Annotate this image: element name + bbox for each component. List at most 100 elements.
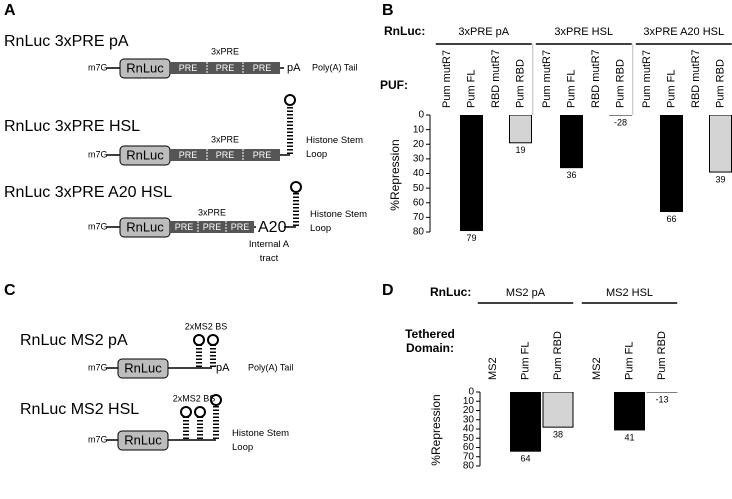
cap: m7G xyxy=(88,149,108,159)
group-header: 3xPRE pA xyxy=(458,26,509,38)
gene: RnLuc xyxy=(126,219,164,234)
y-tick-label: 40 xyxy=(463,424,475,435)
category-label: Pum mutR7 xyxy=(541,50,553,108)
category-axis-label-box: Tethered Domain: xyxy=(405,327,455,355)
construct-title: RnLuc 3xPRE pA xyxy=(4,33,129,50)
end-label: Poly(A) Tail xyxy=(312,62,357,72)
cap: m7G xyxy=(88,221,108,231)
y-tick-label: 40 xyxy=(413,168,425,179)
category-axis-label: Tethered Domain: xyxy=(405,327,455,355)
element-label: 3xPRE xyxy=(211,46,239,56)
construct: RnLuc MS2 HSL m7G RnLuc 2xMS2 BS Histone… xyxy=(20,393,289,453)
element-label: 3xPRE xyxy=(211,134,239,144)
element-label: 2xMS2 BS xyxy=(185,321,228,331)
y-axis-label: %Repression xyxy=(388,139,402,210)
panel-letter: C xyxy=(4,282,16,299)
bar xyxy=(614,392,645,431)
construct-title: RnLuc 3xPRE A20 HSL xyxy=(4,184,172,201)
construct-title: RnLuc 3xPRE HSL xyxy=(4,118,140,135)
group-header: 3xPRE A20 HSL xyxy=(643,26,724,38)
value-label: 36 xyxy=(566,170,576,180)
bar xyxy=(709,115,732,173)
group-axis-label: RnLuc: xyxy=(384,24,425,38)
panel-letter: B xyxy=(382,2,394,19)
y-tick-label: 50 xyxy=(413,183,425,194)
y-axis-label: %Repression xyxy=(429,394,443,465)
y-tick-label: 10 xyxy=(463,396,475,407)
y-tick-label: 50 xyxy=(463,433,475,444)
value-label: 38 xyxy=(553,430,563,440)
gene: RnLuc xyxy=(126,147,164,162)
y-tick-label: 30 xyxy=(463,414,475,425)
category-label: Pum FL xyxy=(519,341,531,380)
bar xyxy=(460,115,483,232)
gene: RnLuc xyxy=(126,60,164,75)
element-label: 3xPRE xyxy=(198,207,226,217)
tract-label: Internal A tract xyxy=(248,239,290,264)
panel-letter: A xyxy=(4,2,16,19)
gene: RnLuc xyxy=(124,360,162,375)
y-tick-label: 0 xyxy=(468,387,474,398)
category-label: Pum RBD xyxy=(552,331,564,380)
element: PRE xyxy=(179,63,198,73)
category-label: Pum FL xyxy=(465,69,477,108)
category-label: Pum mutR7 xyxy=(641,50,653,108)
category-label: RBD mutR7 xyxy=(590,49,602,108)
bar xyxy=(646,392,678,393)
construct-title: RnLuc MS2 HSL xyxy=(20,401,139,418)
element: PRE xyxy=(253,150,272,160)
bar xyxy=(509,115,532,144)
category-label: RBD mutR7 xyxy=(690,49,702,108)
bar xyxy=(660,115,683,213)
bar xyxy=(510,392,541,452)
y-tick-label: 10 xyxy=(413,124,425,135)
category-label: Pum RBD xyxy=(714,59,726,108)
y-tick-label: 60 xyxy=(413,197,425,208)
end: pA xyxy=(216,362,230,374)
element: PRE xyxy=(175,222,194,232)
category-axis-label: PUF: xyxy=(380,78,408,92)
category-label: Pum FL xyxy=(665,69,677,108)
construct: RnLuc MS2 pA m7G RnLuc 2xMS2 BS pA Poly(… xyxy=(20,321,293,379)
construct: RnLuc 3xPRE pA m7G RnLuc PRE PRE PRE 3xP… xyxy=(4,33,357,79)
construct-title: RnLuc MS2 pA xyxy=(20,332,128,349)
category-label: MS2 xyxy=(487,357,499,380)
cap: m7G xyxy=(88,62,108,72)
value-label: 19 xyxy=(515,145,525,155)
end: pA xyxy=(287,62,301,74)
construct: RnLuc 3xPRE HSL m7G RnLuc PRE PRE PRE 3x… xyxy=(4,94,364,166)
panel-letter: D xyxy=(382,282,394,299)
bar xyxy=(609,115,632,116)
bars xyxy=(460,115,732,232)
y-tick-label: 60 xyxy=(463,442,475,453)
element: PRE xyxy=(216,150,235,160)
y-tick-label: 30 xyxy=(413,154,425,165)
y-tick-label: 80 xyxy=(413,227,425,238)
end-label: Histone Stem Loop xyxy=(310,209,368,234)
value-label: -28 xyxy=(614,117,627,127)
bars xyxy=(510,392,678,452)
category-label: Pum RBD xyxy=(656,331,668,380)
category-label: Pum FL xyxy=(565,69,577,108)
end-label: Histone Stem Loop xyxy=(306,135,364,160)
end-label: Poly(A) Tail xyxy=(248,362,293,372)
y-tick-label: 80 xyxy=(463,461,475,472)
gene: RnLuc xyxy=(124,432,162,447)
category-label: Pum FL xyxy=(623,341,635,380)
group-header: MS2 HSL xyxy=(606,287,653,299)
cap: m7G xyxy=(88,362,108,372)
value-label: 79 xyxy=(466,233,476,243)
y-tick-label: 20 xyxy=(463,405,475,416)
tract: A20 xyxy=(258,219,287,236)
element: PRE xyxy=(203,222,222,232)
category-label: Pum mutR7 xyxy=(441,50,453,108)
group-header: MS2 pA xyxy=(506,287,546,299)
bar xyxy=(560,115,583,169)
y-tick-label: 20 xyxy=(413,139,425,150)
element: PRE xyxy=(179,150,198,160)
y-tick-label: 70 xyxy=(463,451,475,462)
value-label: 66 xyxy=(666,214,676,224)
construct: RnLuc 3xPRE A20 HSL m7G RnLuc PRE PRE PR… xyxy=(4,181,368,264)
y-tick-label: 70 xyxy=(413,212,425,223)
